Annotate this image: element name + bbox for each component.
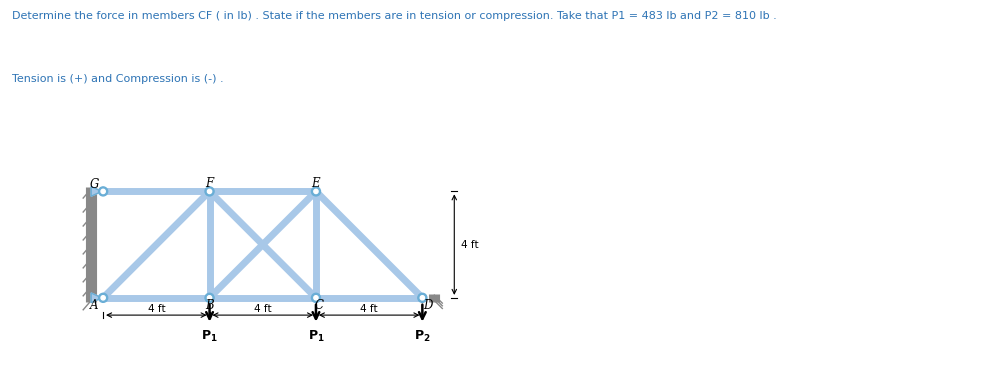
Circle shape (311, 293, 321, 302)
Circle shape (101, 189, 105, 194)
Circle shape (208, 189, 212, 194)
Circle shape (205, 293, 215, 302)
Text: $\mathbf{P_2}$: $\mathbf{P_2}$ (414, 329, 431, 344)
Text: $\mathbf{P_1}$: $\mathbf{P_1}$ (201, 329, 217, 344)
Circle shape (311, 187, 321, 196)
Text: 4 ft: 4 ft (148, 304, 165, 314)
Circle shape (314, 189, 318, 194)
Circle shape (314, 296, 318, 300)
Text: A: A (91, 299, 98, 312)
Text: $\mathbf{P_1}$: $\mathbf{P_1}$ (308, 329, 325, 344)
Circle shape (205, 187, 215, 196)
Text: C: C (315, 299, 324, 312)
Text: D: D (423, 299, 432, 312)
Text: E: E (312, 177, 320, 191)
Text: F: F (206, 177, 214, 191)
Text: B: B (206, 299, 214, 312)
Polygon shape (92, 187, 101, 196)
Circle shape (101, 296, 105, 300)
Text: 4 ft: 4 ft (461, 240, 478, 250)
Circle shape (418, 293, 427, 302)
Text: 4 ft: 4 ft (360, 304, 378, 314)
Circle shape (420, 296, 424, 300)
Text: Tension is (+) and Compression is (-) .: Tension is (+) and Compression is (-) . (12, 74, 223, 84)
Text: 4 ft: 4 ft (254, 304, 272, 314)
Text: Determine the force in members CF ( in lb) . State if the members are in tension: Determine the force in members CF ( in l… (12, 11, 776, 21)
Polygon shape (92, 293, 101, 302)
Circle shape (98, 293, 107, 302)
Circle shape (98, 187, 107, 196)
Circle shape (208, 296, 212, 300)
Text: G: G (90, 178, 99, 191)
